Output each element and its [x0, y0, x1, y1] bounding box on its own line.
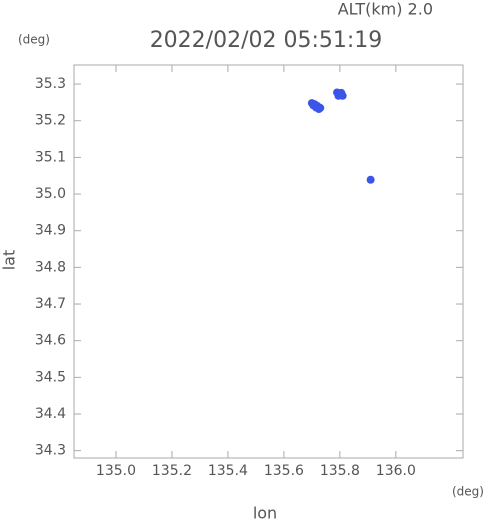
y-tick-label: 34.8: [35, 259, 66, 275]
x-tick-label: 135.6: [264, 463, 304, 479]
echo-point: [337, 88, 346, 97]
x-tick-label: 135.0: [96, 463, 136, 479]
y-tick-label: 34.6: [35, 333, 66, 349]
y-tick-label: 34.9: [35, 223, 66, 239]
x-tick-label: 135.2: [152, 463, 192, 479]
y-tick-label: 34.3: [35, 443, 66, 459]
echo-point: [309, 101, 318, 110]
plot-frame: [73, 64, 464, 459]
y-tick-label: 34.5: [35, 369, 66, 385]
y-tick-label: 35.2: [35, 113, 66, 129]
y-tick-label: 35.3: [35, 76, 66, 92]
x-unit: (deg): [452, 485, 484, 499]
y-unit: (deg): [18, 33, 50, 47]
x-tick-label: 135.4: [208, 463, 248, 479]
y-tick-label: 34.7: [35, 296, 66, 312]
x-tick-label: 136.0: [376, 463, 416, 479]
x-tick-label: 135.8: [320, 463, 360, 479]
y-tick-label: 35.0: [35, 186, 66, 202]
y-tick-label: 35.1: [35, 149, 66, 165]
x-axis-label: lon: [253, 504, 277, 521]
echo-point: [366, 175, 375, 184]
y-axis-label: lat: [0, 250, 19, 271]
chart-title: 2022/02/02 05:51:19: [150, 28, 383, 53]
y-tick-label: 34.4: [35, 406, 66, 422]
altitude: ALT(km) 2.0: [338, 0, 433, 19]
